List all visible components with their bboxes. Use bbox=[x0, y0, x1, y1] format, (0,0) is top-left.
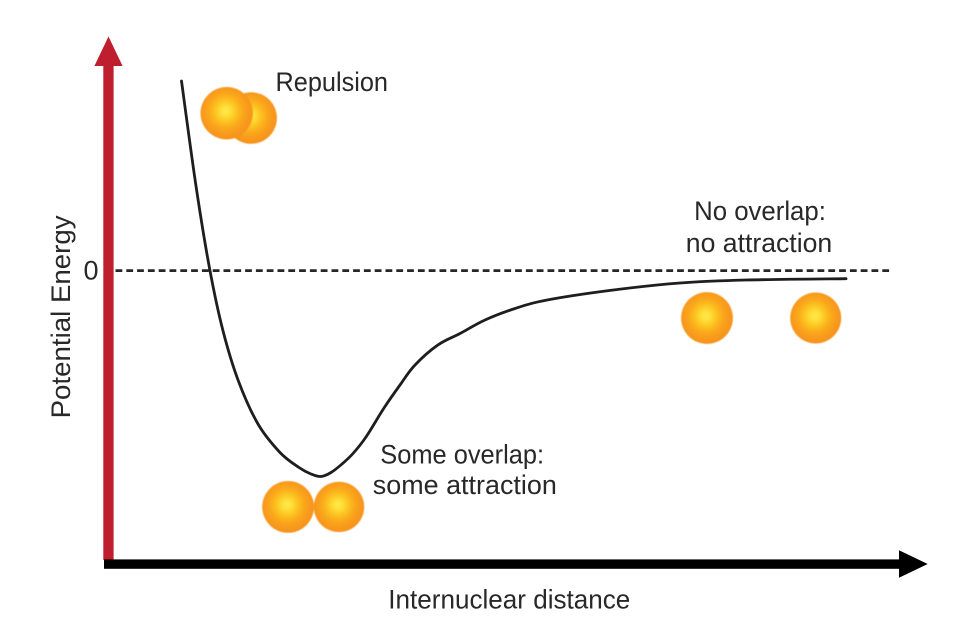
svg-text:No overlap:: No overlap: bbox=[694, 196, 826, 226]
svg-text:Some overlap:: Some overlap: bbox=[380, 439, 544, 469]
svg-text:Internuclear distance: Internuclear distance bbox=[388, 585, 630, 615]
svg-text:some attraction: some attraction bbox=[373, 470, 557, 500]
svg-text:Repulsion: Repulsion bbox=[276, 67, 389, 97]
svg-text:0: 0 bbox=[83, 255, 98, 285]
svg-text:no attraction: no attraction bbox=[686, 228, 832, 258]
svg-text:Potential Energy: Potential Energy bbox=[46, 215, 76, 419]
